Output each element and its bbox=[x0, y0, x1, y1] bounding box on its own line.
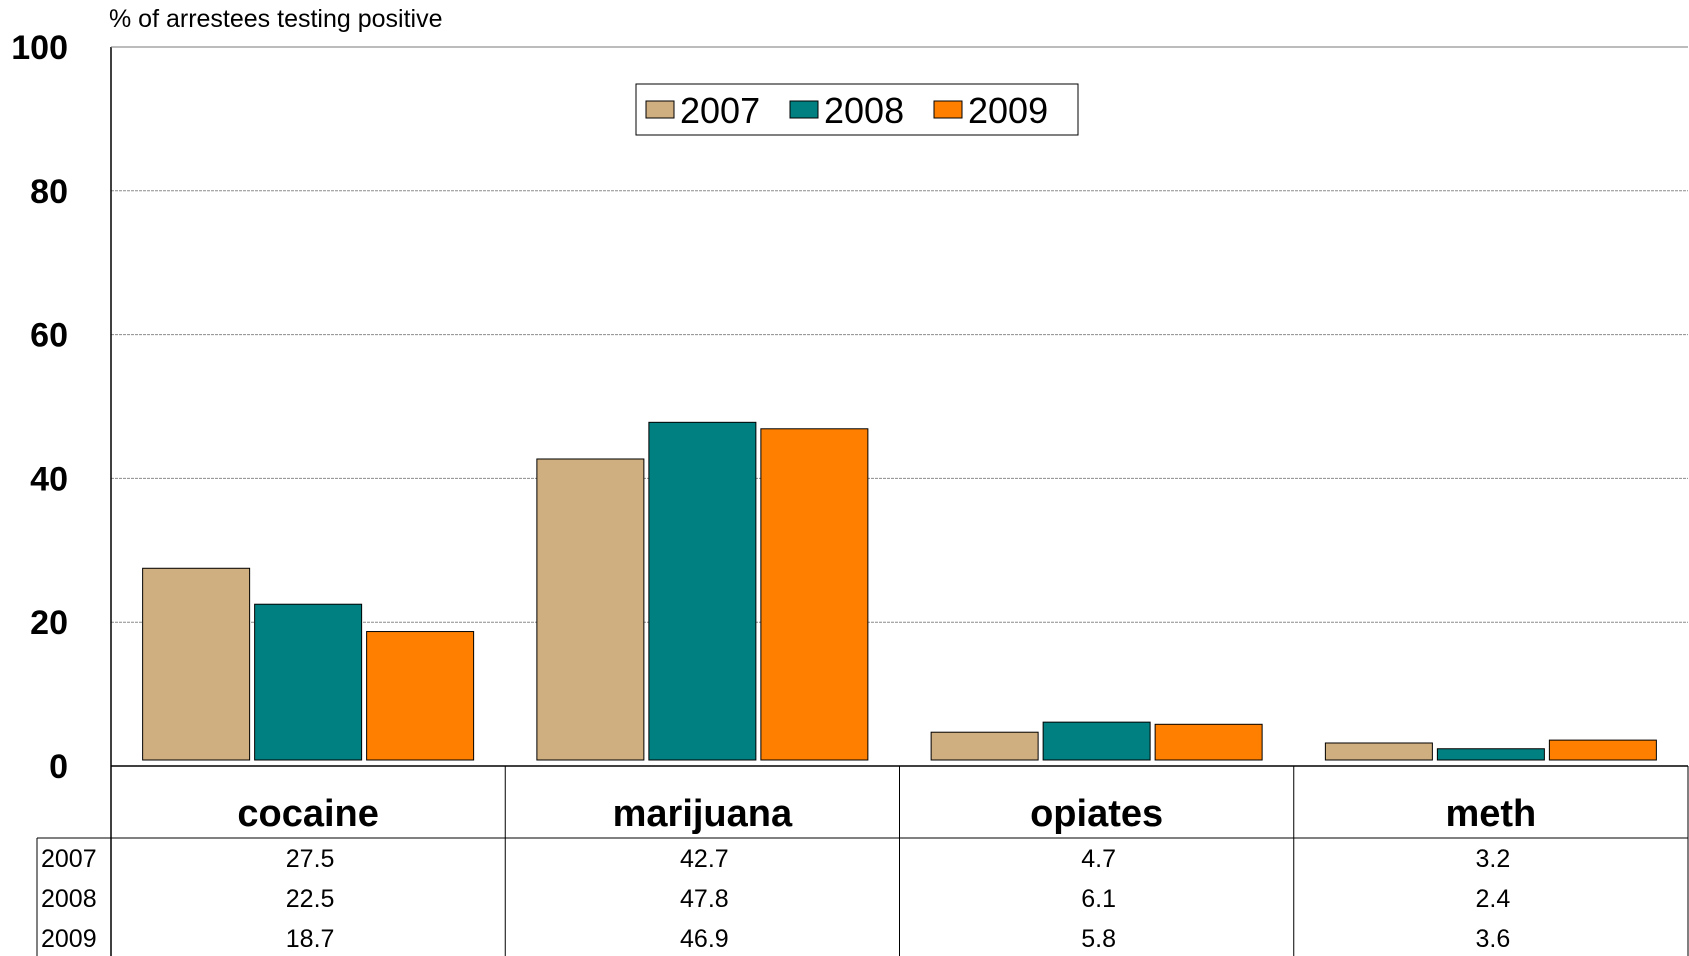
category-label-marijuana: marijuana bbox=[613, 793, 793, 835]
bar-cocaine-2009 bbox=[366, 631, 475, 761]
category-label-opiates: opiates bbox=[1030, 793, 1163, 835]
bar-marijuana-2009 bbox=[760, 428, 869, 761]
legend-label-2007: 2007 bbox=[680, 90, 760, 131]
y-tick-label: 0 bbox=[49, 748, 68, 786]
legend-box bbox=[635, 83, 1079, 136]
table-cell-cocaine-2007: 27.5 bbox=[286, 845, 335, 873]
table-cell-meth-2007: 3.2 bbox=[1475, 845, 1510, 873]
legend-swatch-2009 bbox=[933, 100, 963, 119]
y-tick-label: 40 bbox=[30, 460, 68, 498]
bar-marijuana-2007 bbox=[536, 458, 645, 761]
data-table: cocaine marijuana opiates meth 2007 27.5 42.7 4… bbox=[36, 766, 1689, 956]
bar-meth-2008 bbox=[1436, 748, 1545, 761]
table-cell-marijuana-2008: 47.8 bbox=[680, 885, 729, 913]
category-label-meth: meth bbox=[1445, 793, 1536, 835]
bar-meth-2007 bbox=[1324, 742, 1433, 761]
legend-swatch-2008 bbox=[789, 100, 819, 119]
y-tick-label: 20 bbox=[30, 604, 68, 642]
table-cell-meth-2009: 3.6 bbox=[1475, 925, 1510, 953]
legend: 2007 2008 2009 bbox=[635, 83, 1079, 136]
bar-cocaine-2008 bbox=[254, 603, 363, 761]
y-tick-label: 80 bbox=[30, 173, 68, 211]
legend-label-2008: 2008 bbox=[824, 90, 904, 131]
legend-label-2009: 2009 bbox=[968, 90, 1048, 131]
table-cell-marijuana-2007: 42.7 bbox=[680, 845, 729, 873]
category-label-cocaine: cocaine bbox=[237, 793, 379, 835]
legend-swatch-2007 bbox=[645, 100, 675, 119]
table-row-label-2007: 2007 bbox=[41, 845, 97, 873]
table-cell-opiates-2009: 5.8 bbox=[1081, 925, 1116, 953]
bars bbox=[142, 421, 1657, 761]
table-row-label-2008: 2008 bbox=[41, 885, 97, 913]
table-cell-marijuana-2009: 46.9 bbox=[680, 925, 729, 953]
y-tick-label: 100 bbox=[11, 29, 68, 67]
table-cell-meth-2008: 2.4 bbox=[1475, 885, 1510, 913]
bar-cocaine-2007 bbox=[142, 567, 251, 761]
y-tick-label: 60 bbox=[30, 317, 68, 355]
table-cell-cocaine-2009: 18.7 bbox=[286, 925, 335, 953]
table-cell-opiates-2008: 6.1 bbox=[1081, 885, 1116, 913]
table-cell-opiates-2007: 4.7 bbox=[1081, 845, 1116, 873]
bar-meth-2009 bbox=[1548, 739, 1657, 761]
table-row-label-2009: 2009 bbox=[41, 925, 97, 953]
bar-marijuana-2008 bbox=[648, 421, 757, 761]
y-axis-label: % of arrestees testing positive bbox=[109, 5, 443, 33]
bar-opiates-2007 bbox=[930, 731, 1039, 761]
bar-opiates-2009 bbox=[1154, 723, 1263, 761]
bar-opiates-2008 bbox=[1042, 721, 1151, 761]
table-cell-cocaine-2008: 22.5 bbox=[286, 885, 335, 913]
y-tick-labels: 0 20 40 60 80 100 bbox=[11, 29, 68, 786]
